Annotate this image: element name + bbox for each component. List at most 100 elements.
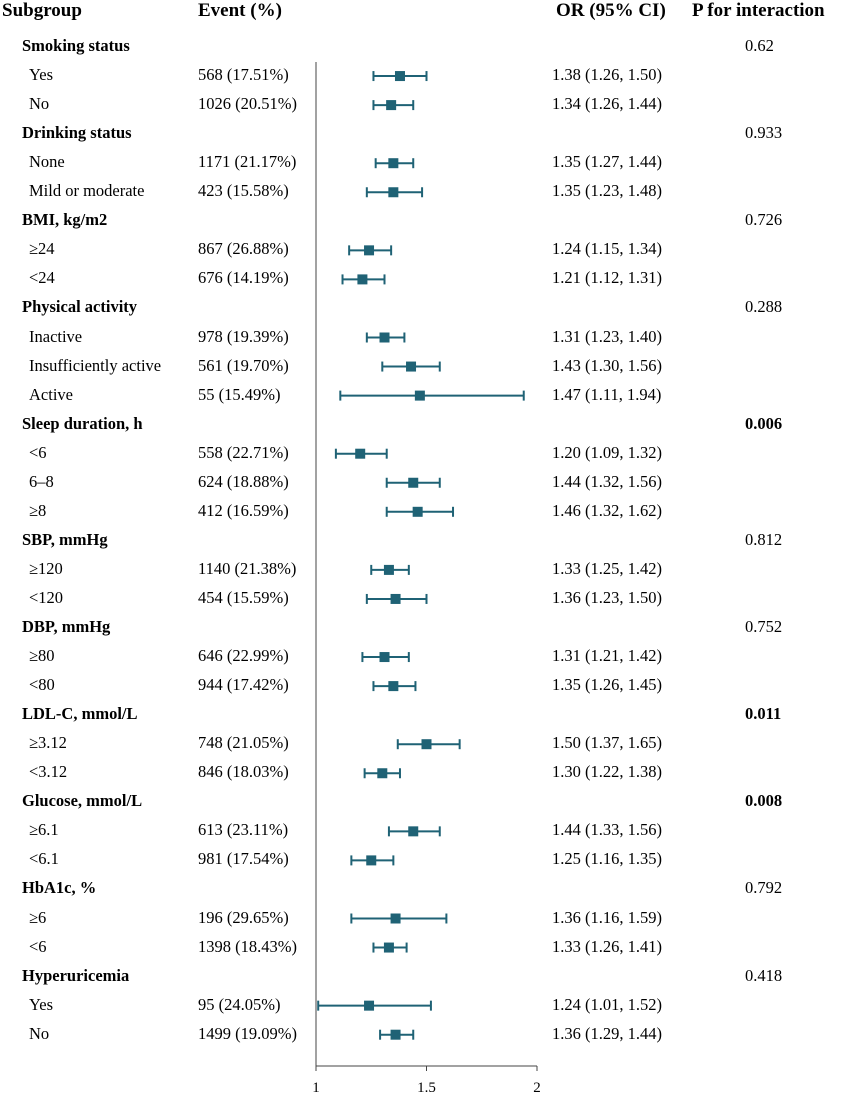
or-ci-value: 1.47 (1.11, 1.94)	[552, 384, 662, 404]
event-value: 978 (19.39%)	[198, 326, 289, 346]
subgroup-label: Insufficiently active	[29, 355, 162, 375]
or-point-marker	[355, 448, 366, 459]
or-ci-value: 1.38 (1.26, 1.50)	[552, 65, 662, 85]
or-point-marker	[394, 71, 405, 82]
subgroup-row: 6–8 624 (18.88%) 1.44 (1.32, 1.56)	[0, 468, 865, 497]
subgroup-row: <24 676 (14.19%) 1.21 (1.12, 1.31)	[0, 264, 865, 293]
subgroup-label: ≥3.12	[29, 733, 67, 753]
event-value: 1398 (18.43%)	[198, 936, 297, 956]
subgroup-row: Yes 95 (24.05%) 1.24 (1.01, 1.52)	[0, 991, 865, 1020]
group-label: SBP, mmHg	[22, 529, 108, 549]
p-interaction-value: 0.726	[745, 210, 783, 230]
subgroup-label: <24	[29, 268, 55, 288]
event-value: 867 (26.88%)	[198, 239, 289, 259]
or-point-marker	[366, 855, 377, 866]
or-ci-value: 1.33 (1.26, 1.41)	[552, 936, 662, 956]
group-row: LDL-C, mmol/L 0.011	[0, 700, 865, 729]
subgroup-label: <120	[29, 587, 64, 607]
or-ci-value: 1.44 (1.33, 1.56)	[552, 820, 662, 840]
subgroup-row: Inactive 978 (19.39%) 1.31 (1.23, 1.40)	[0, 323, 865, 352]
event-value: 981 (17.54%)	[198, 849, 289, 869]
subgroup-label: 6–8	[29, 471, 54, 491]
subgroup-row: None 1171 (21.17%) 1.35 (1.27, 1.44)	[0, 148, 865, 177]
group-row: BMI, kg/m2 0.726	[0, 206, 865, 235]
header-p-interaction: P for interaction	[692, 0, 825, 21]
p-interaction-value: 0.288	[745, 297, 783, 317]
subgroup-label: No	[29, 1023, 50, 1043]
group-row: Drinking status 0.933	[0, 119, 865, 148]
event-value: 1026 (20.51%)	[198, 94, 297, 114]
x-tick-label: 1.5	[417, 1080, 436, 1096]
group-label: Drinking status	[22, 123, 132, 143]
or-point-marker	[364, 245, 375, 256]
or-point-marker	[388, 187, 399, 198]
or-ci-value: 1.33 (1.25, 1.42)	[552, 558, 662, 578]
or-point-marker	[379, 652, 390, 663]
group-label: Hyperuricemia	[22, 965, 130, 985]
subgroup-label: Inactive	[29, 326, 83, 346]
event-value: 412 (16.59%)	[198, 500, 289, 520]
subgroup-row: <6 1398 (18.43%) 1.33 (1.26, 1.41)	[0, 933, 865, 962]
subgroup-row: No 1026 (20.51%) 1.34 (1.26, 1.44)	[0, 90, 865, 119]
event-value: 1140 (21.38%)	[198, 558, 297, 578]
event-value: 558 (22.71%)	[198, 442, 289, 462]
p-interaction-value: 0.792	[745, 878, 783, 898]
subgroup-label: Active	[29, 384, 73, 404]
subgroup-label: <6	[29, 442, 47, 462]
or-point-marker	[414, 390, 425, 401]
event-value: 196 (29.65%)	[198, 907, 289, 927]
subgroup-row: ≥6 196 (29.65%) 1.36 (1.16, 1.59)	[0, 904, 865, 933]
subgroup-row: <120 454 (15.59%) 1.36 (1.23, 1.50)	[0, 584, 865, 613]
event-value: 423 (15.58%)	[198, 181, 289, 201]
or-point-marker	[390, 593, 401, 604]
subgroup-label: ≥80	[29, 646, 55, 666]
subgroup-row: No 1499 (19.09%) 1.36 (1.29, 1.44)	[0, 1020, 865, 1049]
or-ci-value: 1.21 (1.12, 1.31)	[552, 268, 662, 288]
subgroup-label: <3.12	[29, 762, 68, 782]
group-label: BMI, kg/m2	[22, 210, 108, 230]
or-ci-value: 1.50 (1.37, 1.65)	[552, 733, 662, 753]
p-interaction-value: 0.008	[745, 791, 783, 811]
subgroup-label: ≥6.1	[29, 820, 59, 840]
subgroup-row: <6 558 (22.71%) 1.20 (1.09, 1.32)	[0, 439, 865, 468]
group-label: Physical activity	[22, 297, 138, 317]
or-point-marker	[408, 477, 419, 488]
subgroup-row: Mild or moderate 423 (15.58%) 1.35 (1.23, …	[0, 177, 865, 206]
group-label: Smoking status	[22, 36, 130, 55]
event-value: 55 (15.49%)	[198, 384, 281, 404]
group-row: Hyperuricemia 0.418	[0, 962, 865, 991]
or-point-marker	[406, 361, 417, 372]
subgroup-label: ≥120	[29, 558, 63, 578]
subgroup-row: <6.1 981 (17.54%) 1.25 (1.16, 1.35)	[0, 845, 865, 874]
or-ci-value: 1.46 (1.32, 1.62)	[552, 500, 662, 520]
group-row: Smoking status 0.62	[0, 32, 865, 61]
subgroup-label: ≥6	[29, 907, 47, 927]
group-row: Physical activity 0.288	[0, 293, 865, 322]
or-point-marker	[412, 506, 423, 517]
or-point-marker	[388, 681, 399, 692]
group-label: HbA1c, %	[22, 878, 97, 898]
subgroup-row: Insufficiently active 561 (19.70%) 1.43 (1…	[0, 352, 865, 381]
event-value: 846 (18.03%)	[198, 762, 289, 782]
subgroup-label: <6.1	[29, 849, 59, 869]
or-point-marker	[357, 274, 368, 285]
or-point-marker	[421, 739, 432, 750]
event-value: 1499 (19.09%)	[198, 1023, 297, 1043]
or-ci-value: 1.31 (1.21, 1.42)	[552, 646, 662, 666]
subgroup-row: ≥120 1140 (21.38%) 1.33 (1.25, 1.42)	[0, 555, 865, 584]
or-ci-value: 1.35 (1.26, 1.45)	[552, 675, 662, 695]
or-point-marker	[383, 942, 394, 953]
header-subgroup: Subgroup	[2, 0, 82, 21]
group-row: SBP, mmHg 0.812	[0, 526, 865, 555]
p-interaction-value: 0.011	[745, 704, 782, 724]
subgroup-row: ≥8 412 (16.59%) 1.46 (1.32, 1.62)	[0, 497, 865, 526]
or-ci-value: 1.31 (1.23, 1.40)	[552, 326, 662, 346]
subgroup-row: ≥24 867 (26.88%) 1.24 (1.15, 1.34)	[0, 235, 865, 264]
subgroup-row: ≥80 646 (22.99%) 1.31 (1.21, 1.42)	[0, 642, 865, 671]
subgroup-label: Yes	[29, 65, 54, 85]
event-value: 944 (17.42%)	[198, 675, 289, 695]
or-point-marker	[390, 913, 401, 924]
subgroup-label: ≥8	[29, 500, 47, 520]
subgroup-label: <6	[29, 936, 47, 956]
subgroup-row: <80 944 (17.42%) 1.35 (1.26, 1.45)	[0, 671, 865, 700]
